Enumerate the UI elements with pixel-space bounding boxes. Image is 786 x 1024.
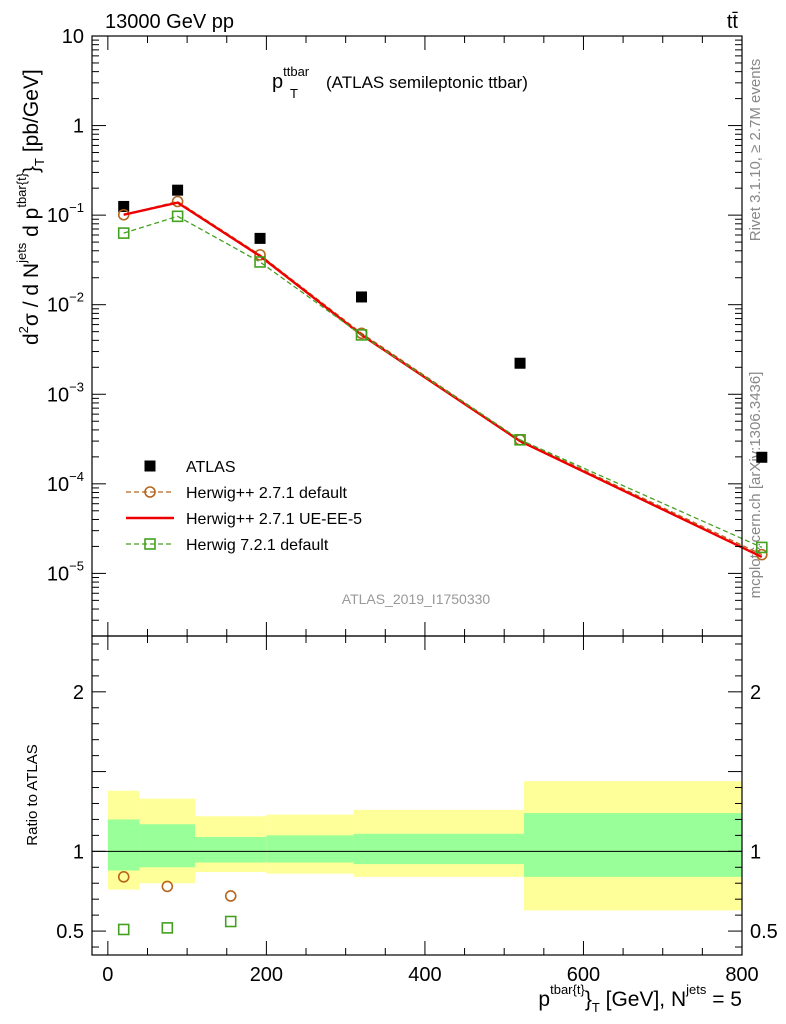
main-ytick-label-0: 10 [62, 26, 84, 48]
process-label: tt̄ [727, 11, 739, 33]
main-ytick-label-2: 10−1 [47, 200, 84, 227]
main-series-0-point-3 [356, 291, 368, 303]
ratio-series-layer [117, 871, 237, 936]
x-tick-label-0: 0 [102, 964, 113, 986]
legend-label-3: Herwig 7.2.1 default [186, 537, 329, 554]
legend-label-0: ATLAS [186, 459, 236, 476]
main-series-layer [117, 184, 768, 561]
x-tick-label-4: 800 [725, 964, 758, 986]
ratio-frame [91, 635, 743, 956]
mcplots-label: mcplots.cern.ch [arXiv:1306.3436] [747, 372, 764, 599]
ratio-series-0-point-1 [161, 880, 174, 893]
x-tick-label-3: 600 [567, 964, 600, 986]
main-ytick-label-1: 1 [73, 116, 84, 138]
ratio-uncertainty-bands [92, 781, 742, 911]
ratio-band-inner-1 [139, 824, 196, 868]
ratio-ytick-label-0: 0.5 [56, 921, 84, 943]
ratio-ytick-label-2: 2 [73, 682, 84, 704]
main-ytick-label-5: 10−4 [47, 469, 84, 496]
x-axis-label: ptbar{t}}T [GeV], Njets = 5 [538, 982, 742, 1015]
main-ytick-label-4: 10−3 [47, 379, 84, 406]
ratio-ytick-label-1: 1 [73, 841, 84, 863]
main-series-0-point-4 [514, 357, 526, 369]
main-series-1-point-2 [254, 249, 266, 261]
legend: ATLAS Herwig++ 2.7.1 default Herwig++ 2.7.… [126, 459, 362, 554]
plot-title: pttbar T(ATLAS semileptonic ttbar) [272, 64, 528, 101]
x-tick-label-2: 400 [408, 964, 441, 986]
main-series-1-point-1 [171, 195, 184, 208]
main-series-line-2 [123, 201, 763, 558]
legend-label-2: Herwig++ 2.7.1 UE-EE-5 [186, 511, 362, 528]
legend-marker-1 [144, 486, 156, 498]
main-ytick-label-3: 10−2 [47, 290, 84, 317]
x-tick-label-1: 200 [250, 964, 283, 986]
ratio-ytick-label-right-2: 2 [750, 682, 761, 704]
ratio-series-2-point-0 [117, 923, 130, 936]
ratio-band-inner-4 [353, 833, 525, 865]
analysis-watermark: ATLAS_2019_I1750330 [342, 591, 491, 607]
main-series-3-point-1 [171, 210, 184, 223]
main-series-0-point-2 [254, 232, 266, 244]
ratio-band-inner-5 [524, 813, 742, 877]
ratio-series-2-point-2 [224, 915, 237, 928]
ratio-band-inner-3 [266, 835, 354, 863]
rivet-label: Rivet 3.1.10, ≥ 2.7M events [747, 59, 764, 242]
main-series-3-point-0 [117, 227, 130, 239]
main-series-0-point-5 [756, 451, 768, 463]
ratio-ytick-label-right-1: 1 [750, 841, 761, 863]
ratio-band-inner-0 [107, 819, 140, 871]
ratio-series-0-point-2 [224, 890, 237, 902]
ratio-series-2-point-1 [161, 922, 174, 934]
main-series-3-point-3 [355, 329, 368, 341]
ratio-series-0-point-0 [117, 871, 130, 883]
main-series-0-point-1 [172, 184, 184, 196]
ratio-band-inner-2 [195, 836, 267, 863]
legend-marker-3 [144, 538, 156, 550]
main-y-axis-label: d2σ / d Njets d ptbar{t}}T [pb/GeV] [14, 69, 47, 345]
ratio-y-axis-label: Ratio to ATLAS [24, 744, 41, 845]
legend-label-1: Herwig++ 2.7.1 default [186, 485, 348, 502]
main-series-3-point-4 [514, 434, 526, 446]
main-series-3-point-5 [756, 541, 768, 554]
main-ytick-label-6: 10−5 [47, 558, 84, 585]
ratio-ytick-label-right-0: 0.5 [750, 921, 778, 943]
energy-label: 13000 GeV pp [105, 11, 234, 33]
legend-marker-0 [144, 460, 156, 472]
axes-layer: 10 1 10−1 10−2 10−3 10−4 10−5 0 200 400 600 800 0.5 0… [47, 26, 778, 986]
main-series-0-point-0 [118, 200, 130, 212]
main-series-3-point-2 [254, 256, 266, 268]
